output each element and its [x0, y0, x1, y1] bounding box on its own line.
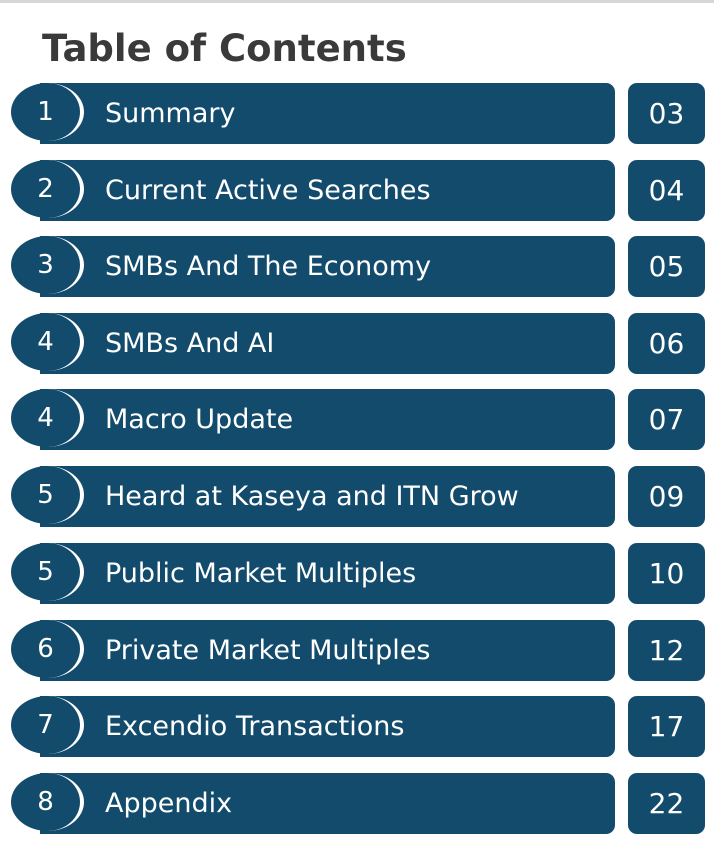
toc-entry-number: 5: [11, 543, 84, 601]
toc-entry-number: 6: [11, 620, 84, 678]
toc-entry-heard-at-kaseya[interactable]: 5 Heard at Kaseya and ITN Grow 09: [0, 466, 714, 528]
toc-entry-page: 05: [628, 236, 705, 297]
toc-entry-bar: [40, 83, 615, 144]
toc-entry-label: Public Market Multiples: [105, 558, 417, 589]
toc-entry-current-active-searches[interactable]: 2 Current Active Searches 04: [0, 160, 714, 222]
toc-entry-summary[interactable]: 1 Summary 03: [0, 83, 714, 145]
toc-entry-page: 10: [628, 543, 705, 604]
toc-entry-label: Summary: [105, 98, 236, 129]
toc-entry-number: 8: [11, 773, 84, 831]
toc-entry-macro-update[interactable]: 4 Macro Update 07: [0, 389, 714, 451]
toc-entry-bar: [40, 466, 615, 527]
toc-entry-bar: [40, 389, 615, 450]
toc-entry-public-market-multiples[interactable]: 5 Public Market Multiples 10: [0, 543, 714, 605]
toc-entry-page: 17: [628, 696, 705, 757]
toc-entry-label: Appendix: [105, 788, 233, 819]
toc-entry-bar: [40, 160, 615, 221]
toc-entry-bar: [40, 696, 615, 757]
toc-entry-bar: [40, 620, 615, 681]
toc-entry-bar: [40, 313, 615, 374]
toc-entry-label: Current Active Searches: [105, 175, 431, 206]
toc-entry-number: 4: [11, 389, 84, 447]
toc-entry-number: 2: [11, 160, 84, 218]
toc-entry-label: SMBs And AI: [105, 328, 275, 359]
toc-entry-number: 1: [11, 83, 84, 141]
toc-entry-page: 09: [628, 466, 705, 527]
toc-entry-number: 5: [11, 466, 84, 524]
toc-entry-bar: [40, 773, 615, 834]
toc-entry-appendix[interactable]: 8 Appendix 22: [0, 773, 714, 835]
toc-entry-number: 4: [11, 313, 84, 371]
page-title: Table of Contents: [42, 27, 407, 70]
toc-entry-label: Private Market Multiples: [105, 635, 431, 666]
toc-entry-smbs-and-ai[interactable]: 4 SMBs And AI 06: [0, 313, 714, 375]
toc-entry-page: 03: [628, 83, 705, 144]
toc-entry-page: 04: [628, 160, 705, 221]
toc-entry-page: 06: [628, 313, 705, 374]
toc-entry-excendio-transactions[interactable]: 7 Excendio Transactions 17: [0, 696, 714, 758]
toc-entry-bar: [40, 236, 615, 297]
toc-entry-bar: [40, 543, 615, 604]
toc-entry-label: Excendio Transactions: [105, 711, 405, 742]
top-divider: [0, 0, 714, 3]
toc-entry-label: Heard at Kaseya and ITN Grow: [105, 481, 519, 512]
toc-entry-number: 7: [11, 696, 84, 754]
toc-entry-label: SMBs And The Economy: [105, 251, 432, 282]
toc-entry-number: 3: [11, 236, 84, 294]
toc-entry-page: 22: [628, 773, 705, 834]
toc-entry-page: 07: [628, 389, 705, 450]
toc-entry-label: Macro Update: [105, 404, 294, 435]
toc-entry-smbs-and-the-economy[interactable]: 3 SMBs And The Economy 05: [0, 236, 714, 298]
toc-entry-private-market-multiples[interactable]: 6 Private Market Multiples 12: [0, 620, 714, 682]
toc-entry-page: 12: [628, 620, 705, 681]
